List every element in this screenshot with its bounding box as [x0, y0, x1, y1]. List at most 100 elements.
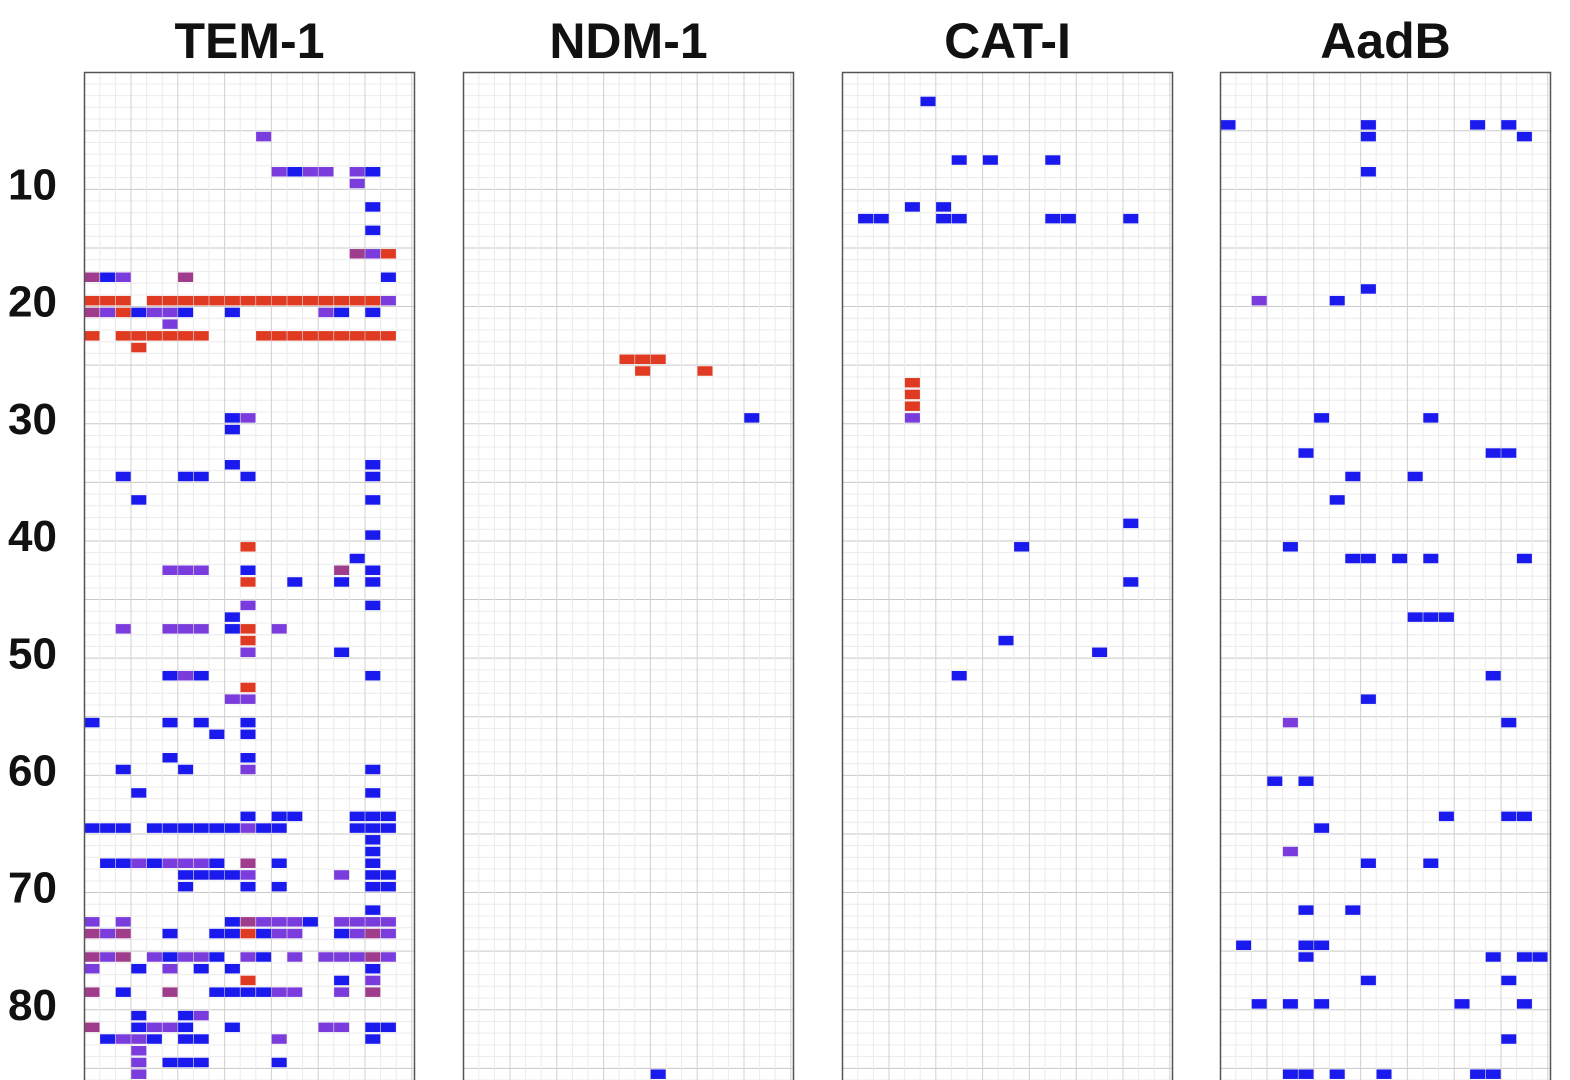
heatmap-cell [365, 471, 381, 482]
y-tick-label-70: 70 [8, 864, 57, 913]
heatmap-cell [1345, 905, 1361, 915]
heatmap-cell [1438, 612, 1454, 622]
heatmap-cell [115, 471, 131, 482]
heatmap-cell [84, 717, 100, 728]
heatmap-cell [131, 495, 147, 505]
heatmap-cell [162, 928, 178, 939]
heatmap-cell [240, 823, 256, 833]
heatmap-cell [224, 624, 240, 634]
heatmap-cell [1345, 471, 1361, 482]
heatmap-cell [224, 928, 240, 939]
heatmap-cell [1282, 717, 1298, 728]
heatmap-cell [271, 624, 287, 634]
heatmap-cell [380, 928, 396, 939]
heatmap-cell [1329, 495, 1345, 505]
heatmap-cell [162, 307, 178, 318]
heatmap-cell [365, 823, 381, 833]
heatmap-cell [224, 413, 240, 423]
heatmap-cell [287, 987, 303, 997]
heatmap-cell [240, 647, 256, 658]
heatmap-cell [256, 952, 272, 962]
heatmap-cell [146, 1034, 162, 1044]
heatmap-cell [349, 553, 365, 564]
heatmap-cell [920, 96, 936, 107]
heatmap-cell [256, 331, 272, 341]
heatmap-cell [334, 647, 350, 658]
heatmap-cell [349, 811, 365, 822]
heatmap-cell [1092, 647, 1108, 658]
heatmap-cell [84, 963, 100, 974]
heatmap-cell [240, 764, 256, 775]
heatmap-cell [224, 295, 240, 306]
plot-area [842, 72, 1173, 1080]
heatmap-cell [1501, 717, 1517, 728]
heatmap-cell [1123, 577, 1139, 587]
heatmap-cell [1392, 553, 1408, 564]
heatmap-cell [1501, 811, 1517, 822]
heatmap-cell [100, 307, 116, 318]
heatmap-cell [287, 577, 303, 587]
heatmap-cell [224, 612, 240, 622]
y-tick-label-80: 80 [8, 981, 57, 1030]
heatmap-cell [1314, 823, 1330, 833]
heatmap-cell [162, 1057, 178, 1068]
heatmap-cell [1454, 999, 1470, 1009]
heatmap-cell [365, 577, 381, 587]
heatmap-cell [334, 917, 350, 927]
heatmap-cell [635, 366, 651, 376]
heatmap-cell [1360, 553, 1376, 564]
heatmap-cell [178, 952, 194, 962]
panel-title: TEM-1 [175, 13, 325, 69]
heatmap-cell [131, 1010, 147, 1021]
heatmap-cell [240, 600, 256, 611]
heatmap-cell [1470, 1069, 1486, 1079]
panel-tem-1: TEM-1 [83, 13, 416, 1080]
heatmap-cell [1298, 1069, 1314, 1079]
grid [842, 72, 1173, 1080]
heatmap-cell [115, 331, 131, 341]
heatmap-cell [240, 542, 256, 552]
heatmap-cell [365, 495, 381, 505]
heatmap-cell [334, 987, 350, 997]
heatmap-cell [334, 870, 350, 880]
heatmap-cell [365, 835, 381, 845]
heatmap-cell [131, 1046, 147, 1056]
heatmap-cell [240, 811, 256, 822]
heatmap-cell [224, 424, 240, 435]
heatmap-cell [380, 952, 396, 962]
heatmap-cell [1220, 120, 1236, 130]
heatmap-cell [904, 377, 920, 388]
heatmap-cell [178, 1010, 194, 1021]
heatmap-cell [334, 975, 350, 986]
heatmap-cell [365, 917, 381, 927]
heatmap-cell [193, 858, 209, 868]
y-tick-label-60: 60 [8, 746, 57, 795]
panel-ndm-1: NDM-1 [462, 13, 795, 1080]
heatmap-cell [256, 987, 272, 997]
heatmap-cell [951, 213, 967, 224]
heatmap-cell [1123, 518, 1139, 529]
heatmap-cell [131, 858, 147, 868]
heatmap-cell [365, 858, 381, 868]
heatmap-cell [365, 670, 381, 681]
heatmap-cell [380, 272, 396, 282]
heatmap-cell [365, 202, 381, 212]
heatmap-cell [1360, 975, 1376, 986]
heatmap-cell [162, 823, 178, 833]
heatmap-cell [146, 307, 162, 318]
heatmap-cell [193, 295, 209, 306]
heatmap-cell [100, 1034, 116, 1044]
heatmap-cell [240, 952, 256, 962]
heatmap-cell [380, 295, 396, 306]
heatmap-cell [1516, 811, 1532, 822]
heatmap-cell [380, 331, 396, 341]
heatmap-cell [334, 1022, 350, 1033]
heatmap-cell [84, 307, 100, 318]
heatmap-cell [162, 717, 178, 728]
panel-border [1219, 71, 1552, 1080]
heatmap-cell [380, 249, 396, 259]
heatmap-cell [904, 389, 920, 400]
heatmap-cell [365, 987, 381, 997]
heatmap-cell [334, 565, 350, 575]
heatmap-cell [115, 928, 131, 939]
